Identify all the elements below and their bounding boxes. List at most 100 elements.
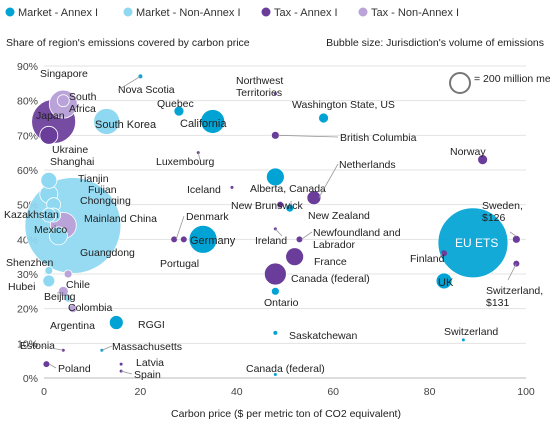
y-tick-label: 60% [17, 165, 38, 177]
point-label: Argentina [50, 320, 95, 332]
point-label: Kazakhstan [4, 209, 59, 221]
size-reference-bubble [449, 72, 471, 94]
x-tick-label: 100 [517, 386, 535, 398]
bubble-point [42, 274, 56, 288]
point-label: Chongqing [80, 195, 131, 207]
size-note-text: Bubble size: Jurisdiction's volume of em… [326, 37, 544, 49]
bubble-point [270, 130, 280, 140]
bubble-point [296, 236, 303, 243]
legend-label-tax-nonannex1: Tax - Non-Annex I [371, 7, 459, 19]
point-label: Norway [450, 146, 486, 158]
y-tick-label: 0% [23, 373, 38, 385]
point-label: Canada (federal) [291, 273, 370, 285]
bubble-point [173, 105, 185, 117]
bubble-point [68, 304, 78, 314]
point-label: Poland [58, 363, 91, 375]
bubble-point [63, 293, 73, 303]
leader-line [509, 231, 517, 237]
bubble-point [49, 226, 68, 246]
x-tick-label: 20 [135, 386, 147, 398]
y-axis-title: Share of region's emissions covered by c… [6, 37, 250, 49]
y-tick-label: 90% [17, 61, 38, 73]
bubble-point [461, 338, 465, 342]
bubble-point [277, 201, 284, 208]
bubble-point [263, 262, 287, 286]
point-label: Chile [66, 279, 90, 291]
point-label: Switzerland, $131 [486, 285, 543, 309]
legend-label-tax-annex1: Tax - Annex I [274, 7, 338, 19]
point-label: Newfoundland and Labrador [313, 227, 401, 251]
legend-marker-tax-annex1 [261, 7, 271, 17]
point-label: UK [438, 277, 454, 289]
x-tick-label: 80 [424, 386, 436, 398]
leader-line [175, 215, 185, 240]
point-label: Japan [36, 110, 65, 122]
point-label: Netherlands [339, 159, 396, 171]
bubble-point [119, 362, 123, 366]
bubble-point [56, 94, 70, 108]
bubble-point [188, 224, 218, 254]
bubble-point [270, 286, 280, 296]
leader-line [121, 370, 133, 375]
y-tick-label: 70% [17, 130, 38, 142]
point-label: Mainland China [84, 213, 157, 225]
point-label: Colombia [68, 302, 113, 314]
leader-line [49, 363, 57, 369]
bubble-point [180, 236, 187, 243]
point-label: EU ETS [455, 236, 498, 250]
bubble-point [273, 92, 277, 96]
x-tick-label: 40 [231, 386, 243, 398]
point-label: Portugal [160, 258, 199, 270]
point-label: Denmark [186, 211, 229, 223]
size-note: Bubble size: Jurisdiction's volume of em… [326, 37, 550, 94]
x-axis-ticks: 0 20 40 60 80 100 [41, 386, 535, 398]
point-label: Fujian [88, 184, 117, 196]
bubble-point [44, 266, 54, 275]
point-label: Mexico [34, 224, 67, 236]
point-label: Estonia [20, 340, 55, 352]
point-label: Luxembourg [156, 156, 215, 168]
bubble-point [63, 269, 73, 279]
leader-line [278, 134, 339, 138]
point-label: Quebec [157, 98, 194, 110]
point-label: Canada (federal) [246, 363, 325, 375]
size-reference-label: = 200 million metric tons [474, 73, 550, 85]
point-label: New Brunswick [231, 200, 304, 212]
bubble-point [273, 373, 277, 377]
point-label: California [180, 118, 227, 130]
bubble-point [477, 154, 489, 166]
legend-label-market-annex1: Market - Annex I [18, 7, 98, 19]
point-label: Switzerland [444, 326, 498, 338]
point-label: Iceland [187, 184, 221, 196]
point-label: France [314, 256, 347, 268]
legend-marker-market-nonannex1 [123, 7, 133, 17]
legend: Market - Annex I Market - Non-Annex I Ta… [5, 7, 459, 19]
leader-line [301, 231, 313, 240]
legend-marker-tax-nonannex1 [358, 7, 368, 17]
bubble-point [230, 185, 234, 189]
point-label: South Korea [95, 119, 157, 131]
leader-line [101, 345, 113, 351]
y-axis-ticks: 0%10%20%30%40%50%60%70%80%90% [17, 61, 38, 385]
leader-line [507, 263, 517, 281]
x-tick-label: 60 [327, 386, 339, 398]
point-label: Finland [410, 253, 445, 265]
gridlines [44, 65, 526, 344]
leader-line [318, 163, 339, 198]
point-label: Ireland [255, 235, 287, 247]
bubble-point [200, 109, 226, 134]
legend-label-market-nonannex1: Market - Non-Annex I [136, 7, 241, 19]
leader-line [275, 228, 283, 237]
point-label: Nova Scotia [118, 84, 175, 96]
bubble-point [108, 315, 124, 330]
point-label: Beijing [44, 291, 76, 303]
point-label: Northwest Territories [236, 75, 283, 99]
leader-line [117, 76, 141, 91]
point-label: Saskatchewan [289, 330, 357, 342]
bubble-point [435, 272, 453, 290]
bubble-point [40, 171, 58, 189]
bubble-point [285, 247, 305, 267]
bubble-point [57, 285, 69, 297]
point-label: RGGI [138, 319, 165, 331]
point-label: Hubei [8, 281, 35, 293]
